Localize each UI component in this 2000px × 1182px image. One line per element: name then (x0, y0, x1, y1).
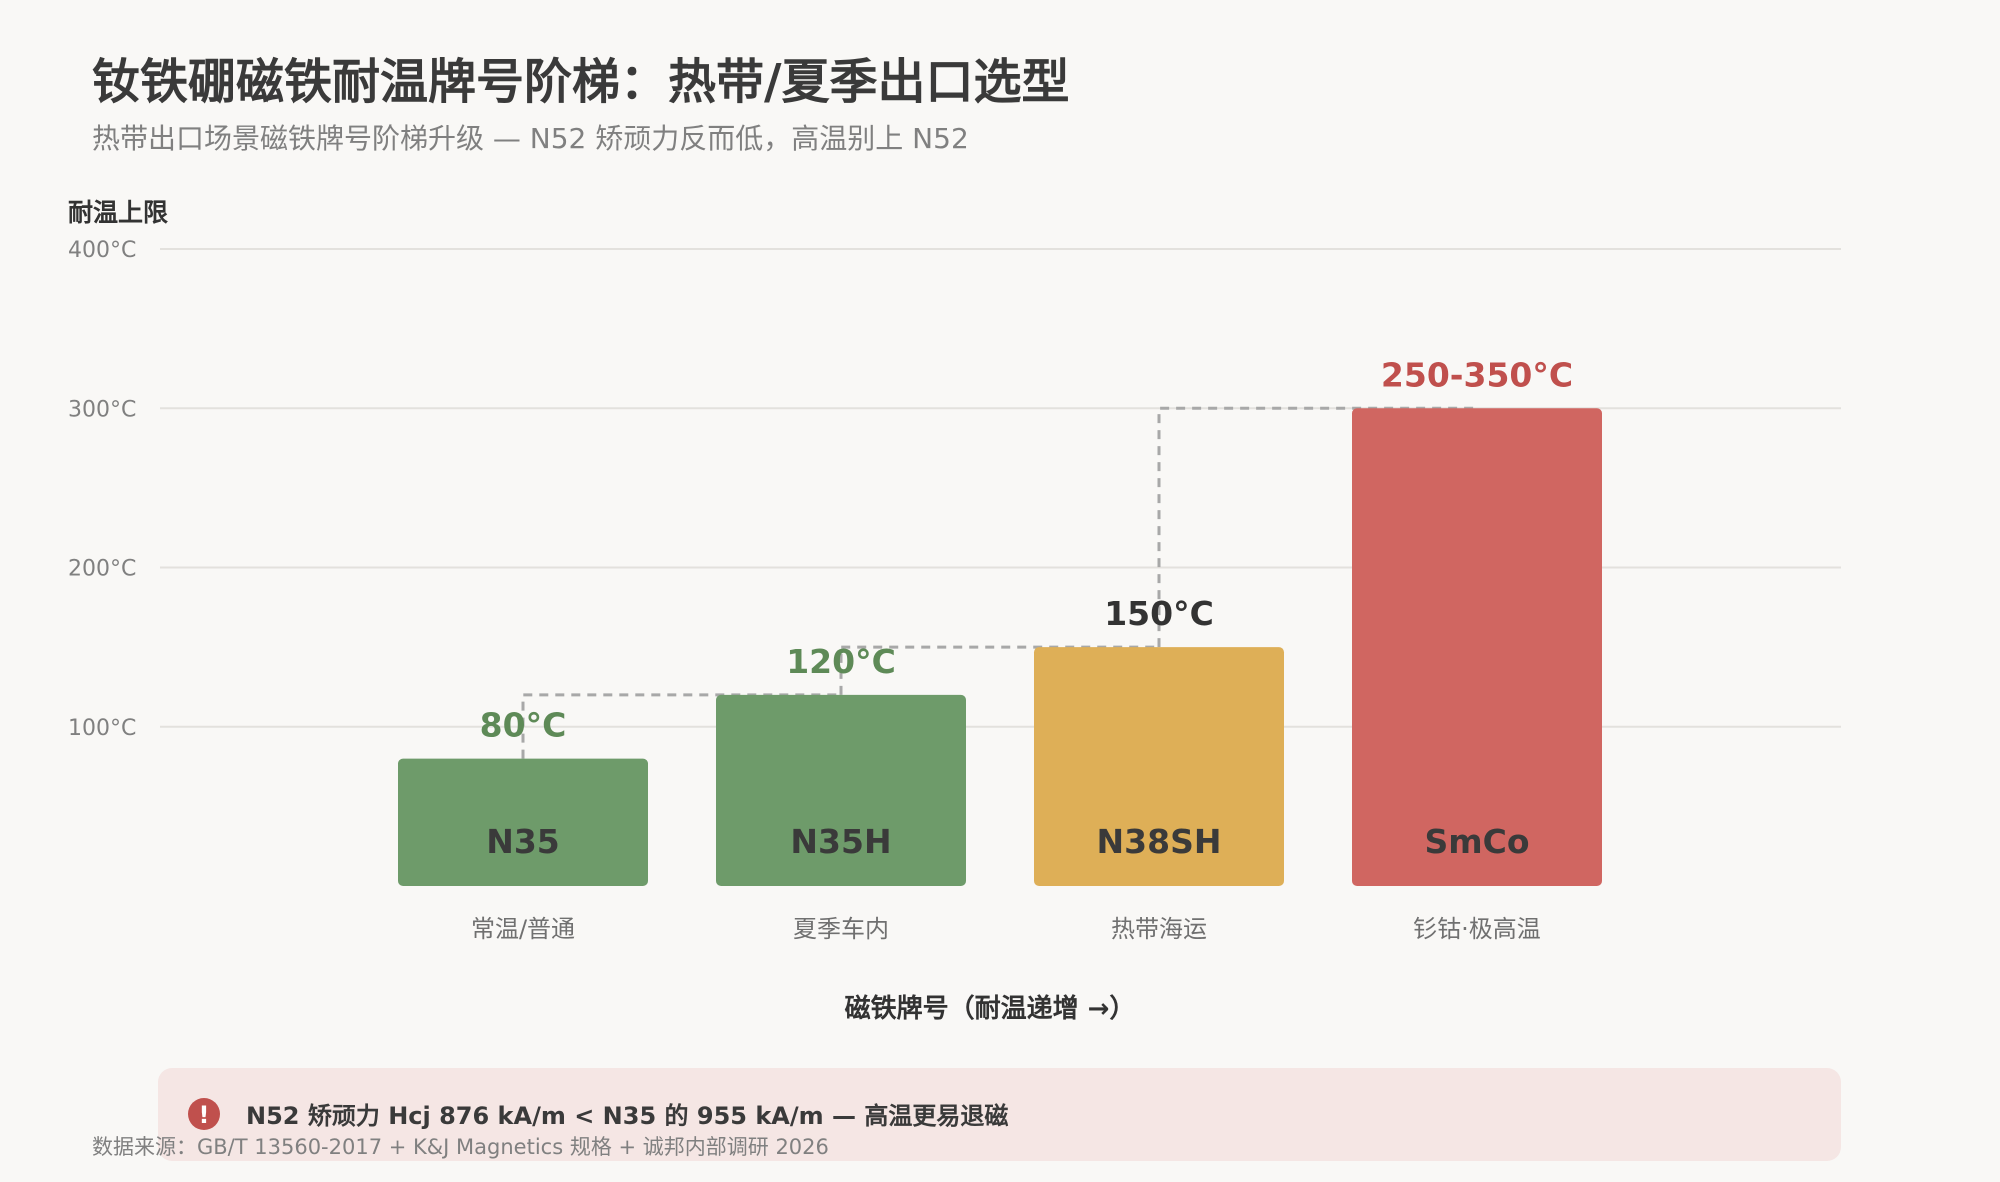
bar-category-label: N35 (486, 822, 560, 861)
y-tick-label: 300°C (68, 397, 136, 422)
bar-description-label: 热带海运 (1111, 915, 1207, 943)
bar-labels: N35 80°C 常温/普通 N35H 120°C 夏季车内 N38SH 150°C 热带海运 S… (471, 355, 1573, 943)
bar (1352, 408, 1602, 886)
chart-title: 钕铁硼磁铁耐温牌号阶梯：热带/夏季出口选型 (92, 54, 1070, 110)
bar (398, 758, 648, 886)
bar-value-label: 150°C (1104, 594, 1214, 633)
bar-description-label: 钐钴·极高温 (1413, 915, 1541, 943)
y-tick-label: 400°C (68, 238, 136, 263)
bar-description-label: 常温/普通 (471, 915, 575, 943)
bar-value-label: 120°C (786, 642, 896, 681)
bar-category-label: N38SH (1097, 822, 1222, 861)
warning-icon-glyph: ! (199, 1101, 210, 1129)
warning-text: N52 矫顽力 Hcj 876 kA/m < N35 的 955 kA/m — … (246, 1102, 1008, 1130)
y-tick-label: 100°C (68, 716, 136, 741)
y-tick-labels: 100°C 200°C 300°C 400°C (68, 238, 136, 741)
bar-category-label: N35H (790, 822, 891, 861)
step-connectors (521, 406, 1477, 759)
y-axis-title: 耐温上限 (68, 198, 168, 227)
x-axis-title: 磁铁牌号（耐温递增 →） (845, 993, 1136, 1024)
bar-description-label: 夏季车内 (793, 915, 889, 943)
chart-subtitle: 热带出口场景磁铁牌号阶梯升级 — N52 矫顽力反而低，高温别上 N52 (92, 122, 969, 155)
bar-value-label: 250-350°C (1381, 355, 1573, 394)
bar-category-label: SmCo (1424, 822, 1529, 861)
bar (716, 694, 966, 886)
bar (1034, 647, 1284, 886)
warning-box (158, 1068, 1841, 1161)
bars (398, 408, 1602, 886)
source-note: 数据来源：GB/T 13560-2017 + K&J Magnetics 规格 … (92, 1135, 829, 1159)
bar-value-label: 80°C (480, 706, 567, 745)
y-tick-label: 200°C (68, 557, 136, 582)
warning-icon (188, 1098, 220, 1130)
